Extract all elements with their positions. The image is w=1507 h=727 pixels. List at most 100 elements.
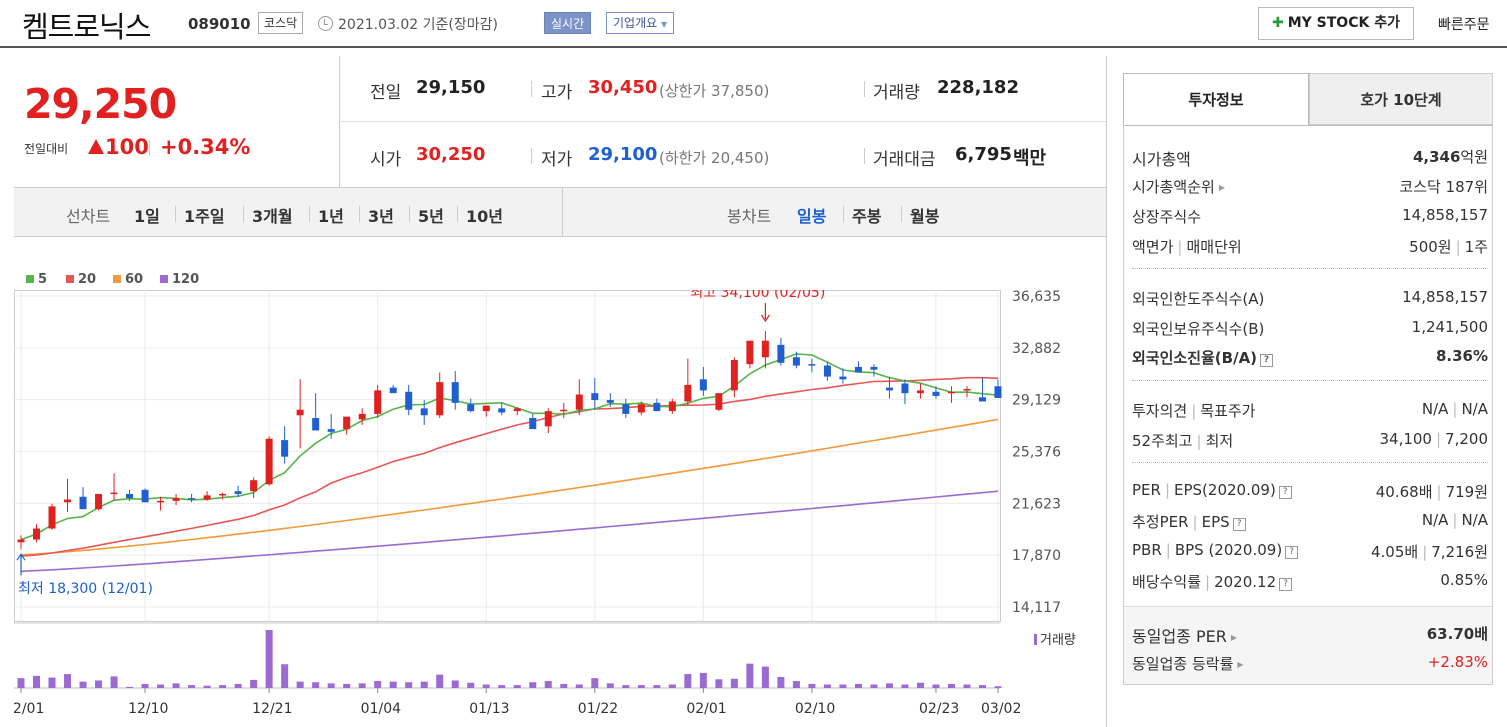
legend-swatch xyxy=(26,275,34,283)
help-icon[interactable]: ? xyxy=(1285,546,1299,559)
candle-body xyxy=(482,405,490,412)
candle-body xyxy=(963,389,971,391)
candle-body xyxy=(932,391,940,396)
volume-bar xyxy=(188,685,196,688)
legend-label: 5 xyxy=(38,272,48,287)
x-tick-label: 01/22 xyxy=(578,701,618,717)
period-tab-3[interactable]: 1년 xyxy=(318,207,344,226)
max-price-label: 최고 34,100 (02/05) xyxy=(690,290,825,301)
industry-box xyxy=(1124,606,1492,684)
candle-body xyxy=(389,387,397,394)
quick-order-link[interactable]: 빠른주문 xyxy=(1438,17,1490,33)
volume-bar xyxy=(963,684,971,688)
candle-body xyxy=(234,491,242,494)
legend-ma-120: 120 xyxy=(160,272,199,287)
volume-bar xyxy=(79,681,87,688)
ma-5-line xyxy=(20,353,999,541)
info-value: +2.83% xyxy=(1427,653,1488,671)
x-tick-label: 01/04 xyxy=(361,701,401,717)
period-tab-6[interactable]: 10년 xyxy=(466,207,503,226)
volume-bar xyxy=(420,681,428,688)
my-stock-add-button[interactable]: ✚ MY STOCK 추가 xyxy=(1258,7,1414,40)
volume-bar xyxy=(684,674,692,688)
info-value: 1,241,500 xyxy=(1411,318,1488,336)
candle-tab-1[interactable]: 주봉 xyxy=(852,207,882,226)
candle-body xyxy=(684,384,692,402)
open-value: 30,250 xyxy=(416,144,486,165)
volume-bar xyxy=(405,682,413,688)
candle-body xyxy=(17,539,25,543)
help-icon[interactable]: ? xyxy=(1232,518,1246,531)
realtime-button[interactable]: 실시간 xyxy=(544,12,592,34)
help-icon[interactable]: ? xyxy=(1279,578,1293,591)
change-label: 전일대비 xyxy=(24,142,69,156)
info-label: 액면가 xyxy=(1132,238,1174,256)
help-icon[interactable]: ? xyxy=(1260,354,1274,367)
info-label: 동일업종 PER xyxy=(1132,627,1227,646)
period-divider xyxy=(562,188,563,236)
market-badge: 코스닥 xyxy=(258,12,304,34)
legend-label: 60 xyxy=(125,272,144,287)
legend-swatch xyxy=(113,275,121,283)
info-value: 63.70배 xyxy=(1426,625,1488,643)
candle-body xyxy=(358,413,366,420)
info-label: PBR xyxy=(1132,541,1162,559)
candle-body xyxy=(110,492,118,495)
x-tick-label: 02/01 xyxy=(686,701,726,717)
info-value: 14,858,157 xyxy=(1402,288,1488,306)
period-tab-2[interactable]: 3개월 xyxy=(252,207,293,226)
volume-bar xyxy=(110,676,118,688)
period-tab-5[interactable]: 5년 xyxy=(418,207,444,226)
info-label-2: EPS(2020.09) xyxy=(1174,481,1276,499)
price-box xyxy=(14,56,340,187)
period-tab-4[interactable]: 3년 xyxy=(368,207,394,226)
help-icon[interactable]: ? xyxy=(1278,486,1292,499)
candle-tab-0[interactable]: 일봉 xyxy=(797,207,827,226)
volume-bar xyxy=(529,682,537,688)
info-value: 40.68배 xyxy=(1375,483,1433,501)
info-value: N/A xyxy=(1421,511,1449,529)
info-label: 시가총액순위 xyxy=(1132,178,1215,196)
high-value: 30,450 xyxy=(588,77,658,98)
period-tab-0[interactable]: 1일 xyxy=(134,207,160,226)
candle-body xyxy=(203,495,211,500)
info-label-2: 목표주가 xyxy=(1200,402,1256,420)
info-label: 외국인보유주식수(B) xyxy=(1132,320,1265,338)
volume-bar xyxy=(265,630,273,688)
volume-bar xyxy=(95,680,103,688)
volume-bar xyxy=(916,682,924,688)
x-tick-label: 02/10 xyxy=(795,701,835,717)
change-value: 100 xyxy=(105,135,149,159)
info-value-2: 719원 xyxy=(1445,483,1488,501)
volume-bar xyxy=(870,684,878,688)
candle-body xyxy=(33,528,41,540)
company-info-label: 기업개요 xyxy=(613,16,658,30)
base-date: 2021.03.02 기준(장마감) xyxy=(338,17,498,33)
info-label: 추정PER xyxy=(1132,513,1189,531)
stat-sep xyxy=(531,148,532,164)
sidebar-panel xyxy=(1106,56,1507,727)
volume-label: 거래량 xyxy=(873,83,920,103)
x-tick-label: 12/10 xyxy=(128,701,168,717)
stat-sep xyxy=(864,81,865,97)
volume-bar xyxy=(715,679,723,688)
max-arrow-head xyxy=(760,314,770,323)
company-info-dropdown[interactable]: 기업개요 ▼ xyxy=(606,12,675,34)
volume-bar xyxy=(157,684,165,688)
line-chart-label: 선차트 xyxy=(66,207,111,226)
candle-body xyxy=(141,489,149,503)
candle-tab-2[interactable]: 월봉 xyxy=(910,207,940,226)
tab-investment-info[interactable]: 투자정보 xyxy=(1123,73,1309,125)
candle-body xyxy=(854,366,862,373)
candle-body xyxy=(870,366,878,370)
price-chart[interactable]: 36,635 32,882 29,129 25,376 21,623 17,870 14,1… xyxy=(14,290,1107,727)
chevron-right-icon: ▶ xyxy=(1230,633,1237,642)
period-tab-1[interactable]: 1주일 xyxy=(184,207,225,226)
candle-body xyxy=(343,416,351,430)
period-sep xyxy=(457,206,458,222)
candle-body xyxy=(420,408,428,416)
tab-order-book[interactable]: 호가 10단계 xyxy=(1309,73,1493,125)
volume-bar xyxy=(591,678,599,688)
info-value-2: 1주 xyxy=(1464,238,1488,256)
info-label: 투자의견 xyxy=(1132,402,1188,420)
